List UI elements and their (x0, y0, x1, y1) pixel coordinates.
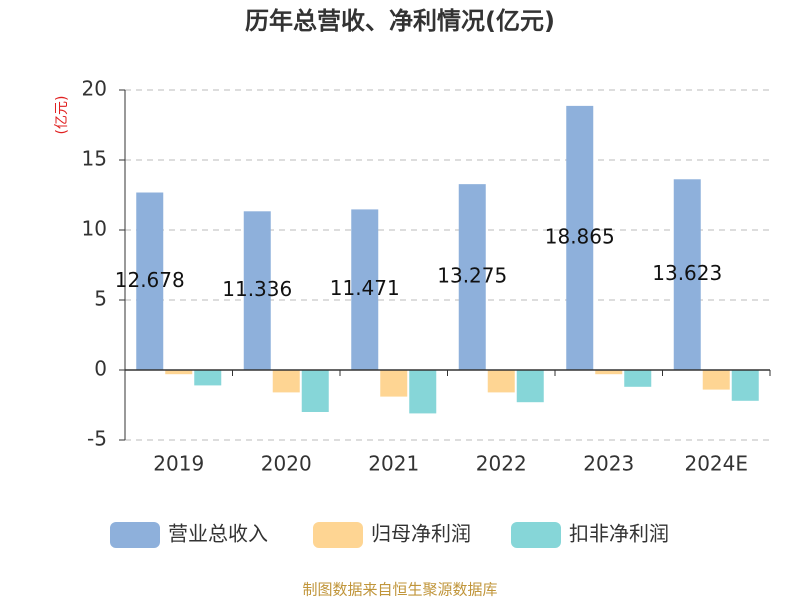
data-label: 13.623 (652, 261, 722, 285)
bar (301, 370, 329, 412)
bar (702, 370, 730, 390)
data-label: 12.678 (115, 268, 185, 292)
legend-label: 营业总收入 (168, 522, 268, 546)
x-tick-label: 2023 (583, 452, 634, 476)
y-tick-label: 15 (82, 147, 107, 171)
data-label: 11.336 (222, 277, 292, 301)
bar (272, 370, 300, 393)
y-tick-label: 5 (94, 287, 107, 311)
bar (165, 370, 193, 375)
bar (487, 370, 515, 393)
data-label: 11.471 (330, 276, 400, 300)
chart-title: 历年总营收、净利情况(亿元) (245, 7, 555, 35)
y-tick-label: 20 (82, 77, 107, 101)
bar (731, 370, 759, 401)
x-tick-label: 2019 (153, 452, 204, 476)
data-label: 13.275 (437, 264, 507, 288)
y-tick-label: 0 (94, 357, 107, 381)
bar (673, 179, 701, 370)
y-tick-label: -5 (87, 427, 107, 451)
bar (516, 370, 544, 403)
bar (409, 370, 437, 414)
legend-swatch (511, 522, 561, 548)
data-label: 18.865 (545, 224, 615, 248)
bar (194, 370, 222, 386)
bar (595, 370, 623, 375)
y-axis-label: (亿元) (54, 96, 70, 135)
legend-swatch (313, 522, 363, 548)
x-tick-label: 2022 (476, 452, 527, 476)
bar (380, 370, 408, 397)
legend-swatch (110, 522, 160, 548)
bar (136, 192, 164, 370)
bar (243, 211, 271, 370)
x-tick-label: 2021 (368, 452, 419, 476)
bar (624, 370, 652, 387)
bar (566, 105, 594, 370)
legend-label: 归母净利润 (371, 522, 471, 546)
legend-label: 扣非净利润 (569, 522, 669, 546)
source-note: 制图数据来自恒生聚源数据库 (302, 581, 497, 599)
bar (351, 209, 379, 370)
x-tick-label: 2024E (684, 452, 748, 476)
y-tick-label: 10 (82, 217, 107, 241)
x-tick-label: 2020 (261, 452, 312, 476)
bar (458, 184, 486, 370)
